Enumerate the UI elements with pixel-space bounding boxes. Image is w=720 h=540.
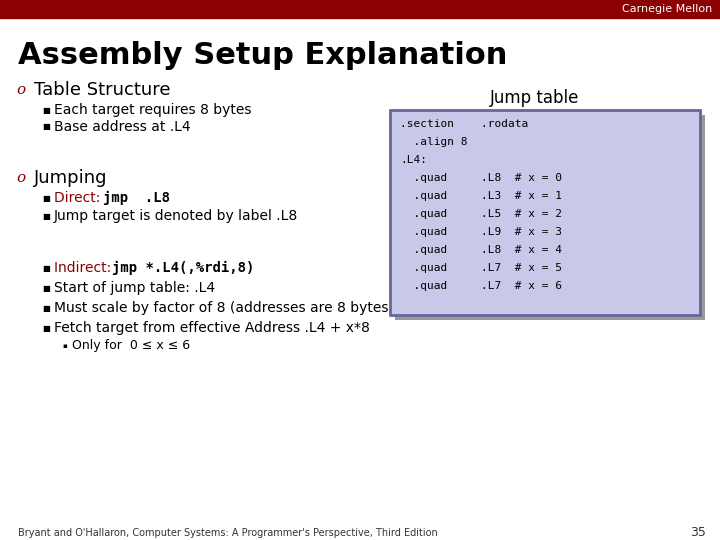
Text: Indirect:: Indirect: <box>54 261 116 275</box>
Text: .section    .rodata: .section .rodata <box>400 119 528 129</box>
Text: ■: ■ <box>42 123 50 132</box>
Text: Table Structure: Table Structure <box>34 81 171 99</box>
Bar <box>0 0 720 18</box>
Text: o: o <box>16 171 25 185</box>
Text: .quad     .L7  # x = 5: .quad .L7 # x = 5 <box>400 263 562 273</box>
Text: Start of jump table: .L4: Start of jump table: .L4 <box>54 281 215 295</box>
Text: Must scale by factor of 8 (addresses are 8 bytes): Must scale by factor of 8 (addresses are… <box>54 301 394 315</box>
Text: Jump target is denoted by label .L8: Jump target is denoted by label .L8 <box>54 209 298 223</box>
Text: ■: ■ <box>42 212 50 220</box>
Text: Jumping: Jumping <box>34 169 107 187</box>
Text: Bryant and O'Hallaron, Computer Systems: A Programmer's Perspective, Third Editi: Bryant and O'Hallaron, Computer Systems:… <box>18 528 438 538</box>
Text: 35: 35 <box>690 526 706 539</box>
Text: .quad     .L8  # x = 0: .quad .L8 # x = 0 <box>400 173 562 183</box>
Text: Jump table: Jump table <box>490 89 580 107</box>
Bar <box>395 115 705 320</box>
Text: .quad     .L7  # x = 6: .quad .L7 # x = 6 <box>400 281 562 291</box>
Text: ▪: ▪ <box>62 343 67 349</box>
Text: ■: ■ <box>42 264 50 273</box>
Text: ■: ■ <box>42 193 50 202</box>
Text: .align 8: .align 8 <box>400 137 467 147</box>
Text: jmp  .L8: jmp .L8 <box>103 191 170 205</box>
Text: Only for  0 ≤ x ≤ 6: Only for 0 ≤ x ≤ 6 <box>72 340 190 353</box>
Text: jmp *.L4(,%rdi,8): jmp *.L4(,%rdi,8) <box>112 261 254 275</box>
Text: .quad     .L8  # x = 4: .quad .L8 # x = 4 <box>400 245 562 255</box>
Text: .L4:: .L4: <box>400 155 427 165</box>
Text: ■: ■ <box>42 105 50 114</box>
Text: ■: ■ <box>42 323 50 333</box>
Text: .quad     .L5  # x = 2: .quad .L5 # x = 2 <box>400 209 562 219</box>
Text: ■: ■ <box>42 284 50 293</box>
Text: o: o <box>16 83 25 97</box>
Text: Assembly Setup Explanation: Assembly Setup Explanation <box>18 40 508 70</box>
Text: Direct:: Direct: <box>54 191 104 205</box>
Text: Base address at .L4: Base address at .L4 <box>54 120 191 134</box>
Text: Carnegie Mellon: Carnegie Mellon <box>622 4 712 14</box>
Bar <box>390 110 700 315</box>
Text: ■: ■ <box>42 303 50 313</box>
Text: .quad     .L9  # x = 3: .quad .L9 # x = 3 <box>400 227 562 237</box>
Text: Fetch target from effective Address .L4 + x*8: Fetch target from effective Address .L4 … <box>54 321 370 335</box>
Text: Each target requires 8 bytes: Each target requires 8 bytes <box>54 103 251 117</box>
Text: .quad     .L3  # x = 1: .quad .L3 # x = 1 <box>400 191 562 201</box>
